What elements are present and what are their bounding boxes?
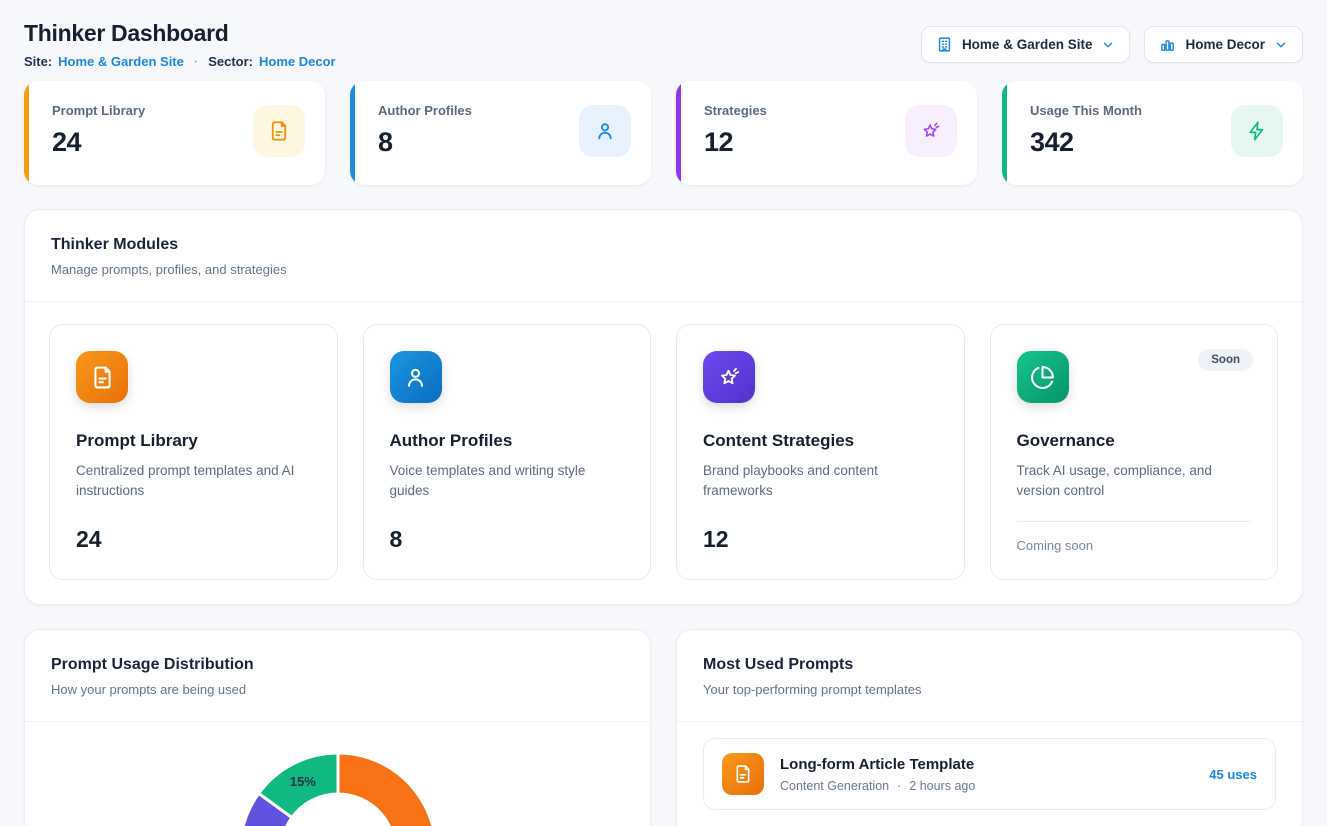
thinker-modules-panel: Thinker Modules Manage prompts, profiles… [24, 209, 1303, 605]
prompt-uses-badge: 45 uses [1209, 766, 1257, 782]
star-sparkle-icon [703, 351, 755, 403]
module-description: Track AI usage, compliance, and version … [1016, 463, 1212, 499]
stat-accent-bar [24, 81, 29, 185]
breadcrumb: Site: Home & Garden Site · Sector: Home … [24, 54, 336, 69]
site-selector-dropdown[interactable]: Home & Garden Site [920, 26, 1131, 63]
stat-label: Author Profiles [378, 103, 472, 118]
separator-dot: · [193, 54, 199, 69]
most-used-title: Most Used Prompts [703, 656, 854, 673]
page-title: Thinker Dashboard [24, 20, 229, 46]
module-count: 12 [703, 526, 729, 552]
prompt-title: Long-form Article Template [780, 755, 975, 773]
lightning-bolt-icon [1231, 105, 1283, 157]
most-used-subtitle: Your top-performing prompt templates [703, 682, 922, 697]
document-icon [253, 105, 305, 157]
sector-selector-dropdown[interactable]: Home Decor [1144, 26, 1303, 63]
modules-header: Thinker Modules Manage prompts, profiles… [25, 210, 1302, 277]
module-description: Voice templates and writing style guides [389, 463, 586, 499]
stat-value: 24 [52, 127, 82, 157]
stat-accent-bar [676, 81, 681, 185]
module-card-prompt-library[interactable]: Prompt Library Centralized prompt templa… [49, 324, 338, 580]
module-count: 24 [76, 526, 102, 552]
module-card-content-strategies[interactable]: Content Strategies Brand playbooks and c… [676, 324, 965, 580]
prompt-meta: Content Generation · 2 hours ago [780, 779, 1193, 793]
module-footer: Coming soon [1016, 521, 1251, 553]
sector-selector-value: Home Decor [1185, 37, 1265, 52]
user-icon [579, 105, 631, 157]
module-title: Content Strategies [703, 431, 855, 450]
module-description: Brand playbooks and content frameworks [703, 463, 878, 499]
stat-card-strategies: Strategies 12 [676, 81, 977, 185]
sector-label: Sector: [208, 54, 254, 69]
stats-row: Prompt Library 24 Author Profiles 8 Stra… [24, 81, 1303, 185]
chart-header: Prompt Usage Distribution How your promp… [25, 630, 650, 697]
donut-chart: 55%30%15% [25, 722, 650, 826]
bar-chart-icon [1159, 36, 1176, 53]
module-description: Centralized prompt templates and AI inst… [76, 463, 295, 499]
chevron-down-icon [1101, 38, 1115, 52]
divider [677, 721, 1302, 722]
prompt-time: 2 hours ago [909, 778, 976, 793]
prompt-category: Content Generation [780, 778, 890, 793]
chevron-down-icon [1274, 38, 1288, 52]
header-left: Thinker Dashboard Site: Home & Garden Si… [24, 20, 336, 69]
user-icon [389, 351, 442, 403]
building-icon [936, 36, 953, 53]
pie-chart-icon [1016, 351, 1069, 403]
site-selector-value: Home & Garden Site [961, 37, 1093, 52]
site-link[interactable]: Home & Garden Site [58, 54, 184, 69]
most-used-prompts-card: Most Used Prompts Your top-performing pr… [676, 629, 1303, 826]
site-label: Site: [24, 54, 53, 69]
modules-title: Thinker Modules [51, 236, 179, 253]
module-card-governance[interactable]: Soon Governance Track AI usage, complian… [989, 324, 1278, 580]
stat-label: Usage This Month [1030, 103, 1142, 118]
stat-value: 8 [378, 127, 393, 157]
module-count: 8 [389, 526, 403, 552]
document-icon [76, 351, 128, 403]
svg-text:15%: 15% [290, 774, 316, 789]
modules-grid: Prompt Library Centralized prompt templa… [25, 302, 1302, 604]
divider [1016, 521, 1251, 522]
prompt-list: Long-form Article Template Content Gener… [677, 722, 1302, 826]
stat-label: Prompt Library [52, 103, 146, 118]
document-icon [722, 753, 764, 795]
module-title: Governance [1016, 431, 1115, 450]
header-selectors: Home & Garden Site Home Decor [920, 26, 1303, 63]
separator-dot: · [897, 778, 902, 793]
module-card-author-profiles[interactable]: Author Profiles Voice templates and writ… [362, 324, 651, 580]
chart-subtitle: How your prompts are being used [51, 682, 247, 697]
stat-value: 12 [704, 127, 734, 157]
stat-card-usage: Usage This Month 342 [1002, 81, 1303, 185]
star-sparkle-icon [905, 105, 957, 157]
soon-badge: Soon [1198, 349, 1253, 371]
module-title: Prompt Library [76, 431, 198, 450]
prompt-info: Long-form Article Template Content Gener… [780, 756, 1193, 793]
prompt-usage-card: Prompt Usage Distribution How your promp… [24, 629, 651, 826]
divider [25, 721, 650, 722]
list-item-prompt[interactable]: Long-form Article Template Content Gener… [703, 738, 1276, 810]
stat-value: 342 [1030, 127, 1074, 157]
stat-card-prompt-library: Prompt Library 24 [24, 81, 325, 185]
chart-title: Prompt Usage Distribution [51, 656, 254, 673]
stat-card-author-profiles: Author Profiles 8 [350, 81, 651, 185]
coming-soon-text: Coming soon [1016, 538, 1094, 553]
stat-label: Strategies [704, 103, 767, 118]
most-used-header: Most Used Prompts Your top-performing pr… [677, 630, 1302, 697]
divider [25, 301, 1302, 302]
sector-link[interactable]: Home Decor [259, 54, 336, 69]
bottom-row: Prompt Usage Distribution How your promp… [24, 629, 1303, 826]
stat-accent-bar [1002, 81, 1007, 185]
page-header: Thinker Dashboard Site: Home & Garden Si… [24, 20, 1303, 69]
stat-accent-bar [350, 81, 355, 185]
module-title: Author Profiles [389, 431, 513, 450]
modules-subtitle: Manage prompts, profiles, and strategies [51, 262, 287, 277]
